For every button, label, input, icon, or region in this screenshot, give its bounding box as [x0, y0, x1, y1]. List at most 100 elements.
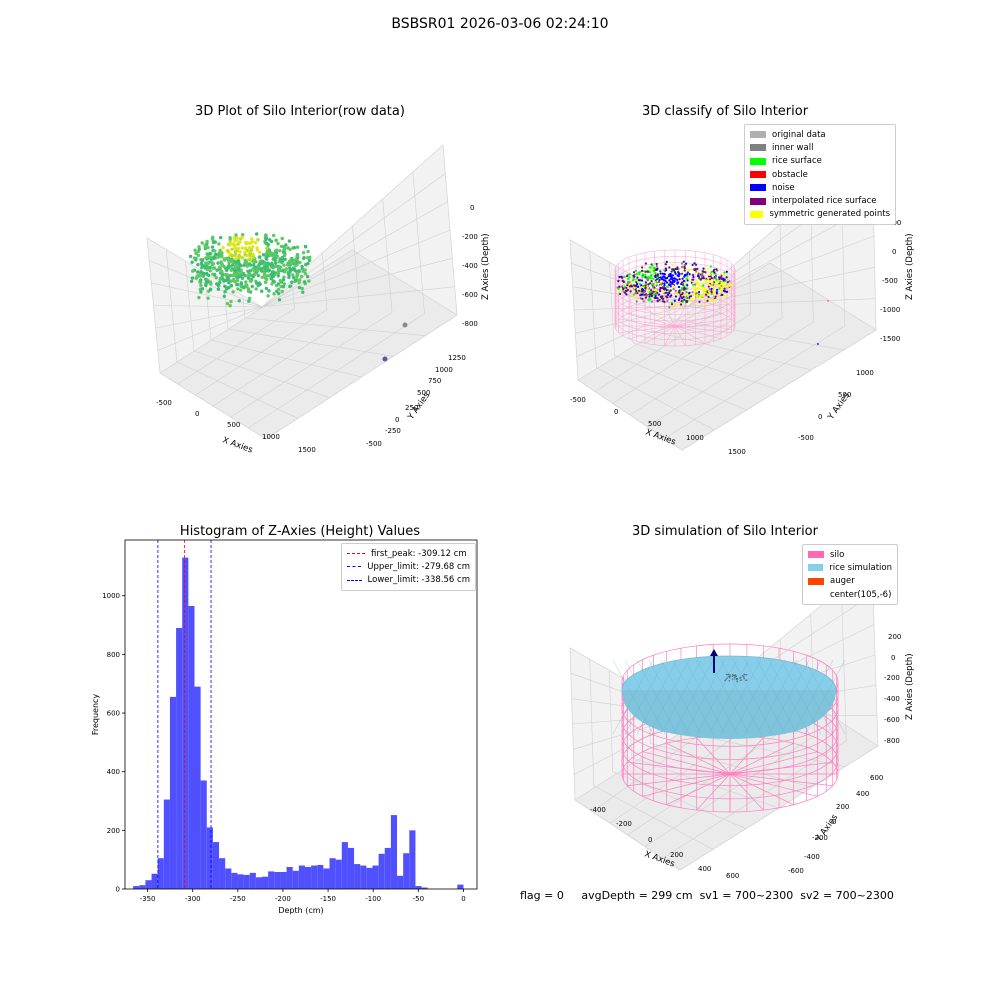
raw-data-point [270, 263, 275, 267]
classify-noise-point [817, 343, 819, 345]
raw-data-point [228, 304, 232, 308]
raw-data-point [300, 274, 304, 279]
sim-y-tick: 200 [836, 803, 849, 811]
raw-data-point [208, 269, 212, 273]
classify-data-point [723, 278, 726, 281]
raw-data-point [255, 246, 259, 250]
classify-data-point [655, 262, 658, 266]
classify-data-point [648, 291, 651, 294]
raw-data-point [195, 275, 199, 279]
classify-data-point [652, 277, 655, 280]
classify-data-point [679, 303, 683, 306]
raw-data-point [288, 247, 292, 252]
classify-x-tick: -500 [570, 396, 586, 404]
classify-data-point [650, 273, 653, 277]
raw-data-point [301, 269, 305, 273]
classify-data-point [656, 273, 660, 276]
histogram-bar [354, 864, 361, 889]
raw-data-point [281, 278, 286, 282]
raw-data-point [205, 239, 209, 244]
raw-data-point [225, 301, 230, 306]
raw-data-point [192, 256, 197, 260]
classify-data-point [622, 288, 625, 291]
classify-data-point [703, 268, 706, 271]
classify-data-point [682, 260, 685, 263]
raw-data-point [274, 261, 278, 265]
classify-data-point [645, 294, 648, 297]
raw-data-point [221, 277, 225, 281]
raw-data-point [257, 250, 262, 255]
classify-data-point [638, 273, 641, 276]
simulation-3d-plot: -400 -200 0 200 400 600 -600 -400 -200 0… [569, 563, 915, 880]
classify-data-point [680, 271, 683, 274]
classify-data-point [682, 279, 686, 282]
classify-data-point [681, 286, 684, 289]
classify-data-point [658, 289, 662, 292]
classify-data-point [638, 271, 642, 274]
legend-label: auger [830, 576, 855, 587]
raw-data-point [239, 264, 243, 268]
legend-label: inner wall [772, 142, 814, 153]
histogram-bar [182, 557, 189, 889]
raw-data-point [234, 238, 239, 242]
classify-data-point [637, 279, 641, 282]
raw-data-point [248, 252, 253, 256]
classify-data-point [692, 276, 695, 279]
classify-data-point [618, 275, 621, 279]
histogram-legend: first_peak: -309.12 cm Upper_limit: -279… [341, 543, 476, 591]
classify-data-point [728, 280, 731, 283]
classify-data-point [705, 297, 708, 300]
legend-item: Lower_limit: -338.56 cm [347, 574, 470, 587]
raw-data-point [248, 241, 252, 245]
raw-data-point [291, 259, 296, 263]
raw-data-point [216, 283, 221, 287]
raw-data-point [200, 287, 205, 291]
classify-data-point [695, 295, 698, 298]
histogram-y-tick-label: 800 [107, 651, 120, 659]
raw-data-point [219, 260, 223, 264]
histogram-bar [225, 868, 232, 889]
raw-data-point [235, 282, 240, 287]
classify-data-point [718, 285, 721, 288]
raw-data-point [264, 269, 268, 273]
raw-data-point [227, 281, 231, 285]
classify-data-point [692, 287, 695, 290]
raw-data-point [252, 263, 256, 267]
histogram-bar [151, 873, 158, 889]
raw-data-point [260, 269, 264, 273]
raw-data-point [286, 272, 291, 276]
raw-x-axis-label: X Axies [221, 435, 254, 455]
raw-data-point [225, 286, 229, 290]
sim-x-tick: 200 [670, 851, 683, 859]
classify-y-tick: -500 [798, 434, 814, 442]
classify-data-point [636, 292, 639, 295]
raw-data-point [242, 263, 246, 267]
classify-data-point [698, 300, 701, 303]
raw-data-point [240, 256, 244, 260]
raw-data-point [256, 273, 260, 278]
classify-data-point [695, 292, 698, 295]
histogram-bar [292, 870, 299, 889]
sim-x-tick: -200 [616, 820, 632, 828]
raw-data-point [220, 269, 224, 274]
classify-data-point [653, 267, 657, 270]
classify-data-point [680, 265, 684, 268]
raw-data-point [245, 248, 249, 253]
classify-data-point [686, 275, 689, 278]
raw-data-point [197, 245, 201, 249]
histogram-x-tick-label: -250 [230, 895, 246, 903]
classify-3d-plot: -500 0 500 1000 1500 -500 0 500 1000 500… [569, 141, 915, 456]
raw-data-point [234, 257, 238, 261]
classify-data-point [639, 287, 642, 290]
raw-data-point [251, 245, 255, 249]
raw-data-point [272, 233, 276, 238]
raw-data-point [190, 276, 195, 280]
classify-data-point [695, 263, 698, 266]
classify-data-point [698, 290, 701, 294]
histogram-bar [366, 867, 373, 889]
classify-data-point [670, 303, 674, 306]
raw-data-point [298, 278, 302, 282]
classify-data-point [620, 275, 623, 278]
classify-data-point [657, 293, 660, 296]
classify-data-point [701, 274, 704, 277]
